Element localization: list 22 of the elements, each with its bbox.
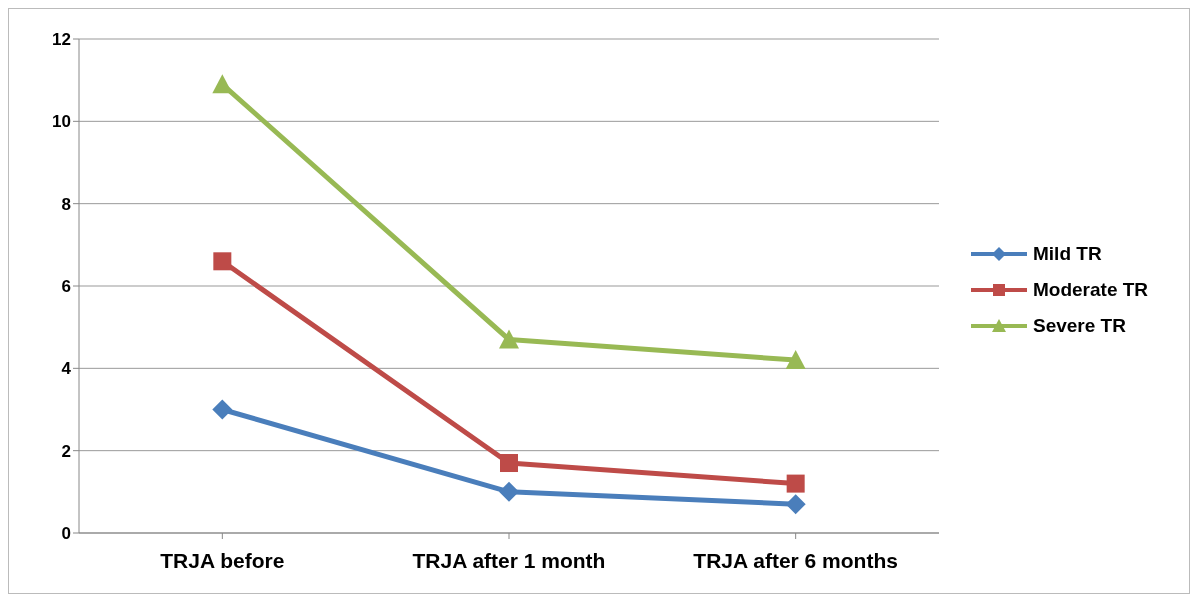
legend-label: Mild TR: [1033, 243, 1102, 265]
point: [212, 399, 233, 420]
point: [785, 350, 806, 370]
x-tick-label: TRJA before: [160, 548, 285, 572]
x-tick-label: TRJA after 1 month: [412, 548, 606, 572]
y-tick-label: 12: [52, 30, 71, 50]
y-tick-label: 2: [61, 441, 71, 461]
y-tick-label: 6: [61, 277, 71, 297]
point: [500, 454, 518, 473]
y-tick-label: 0: [61, 524, 71, 544]
legend-label: Severe TR: [1033, 315, 1126, 337]
x-tick-label: TRJA after 6 months: [693, 548, 898, 572]
y-tick-label: 10: [52, 112, 71, 132]
y-tick-label: 4: [61, 359, 72, 379]
point: [499, 481, 519, 502]
point: [499, 329, 519, 349]
legend-label: Moderate TR: [1033, 279, 1149, 301]
point: [785, 494, 806, 515]
point: [786, 474, 805, 493]
point: [212, 74, 233, 94]
point: [213, 252, 232, 271]
y-tick-label: 8: [61, 194, 71, 214]
